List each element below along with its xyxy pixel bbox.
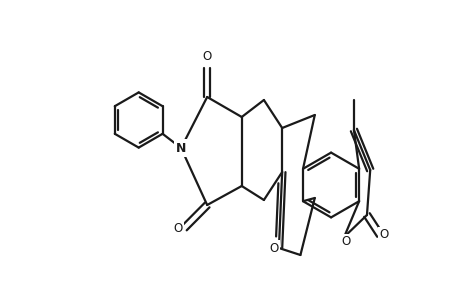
Text: O: O [174,221,183,235]
Text: O: O [340,235,349,248]
Text: O: O [269,242,279,254]
Text: O: O [379,229,388,242]
Text: N: N [175,142,186,154]
Text: O: O [202,50,211,64]
